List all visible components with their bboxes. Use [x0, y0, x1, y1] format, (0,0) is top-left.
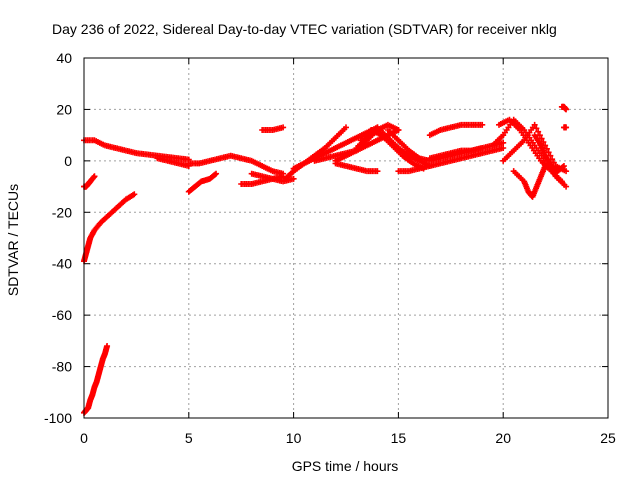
- series-arc-b: [81, 191, 138, 265]
- y-tick-label: -60: [52, 307, 72, 323]
- x-axis-label: GPS time / hours: [292, 458, 399, 474]
- series-arc-j: [259, 124, 287, 133]
- y-tick-label: 40: [56, 50, 72, 66]
- data-marks: [81, 103, 570, 416]
- data-point: [563, 168, 570, 175]
- x-tick-label: 0: [80, 430, 88, 446]
- data-point: [500, 139, 507, 146]
- series-arc-s: [395, 145, 507, 175]
- series-arc-a: [81, 173, 98, 190]
- y-tick-label: -40: [52, 256, 72, 272]
- series-arc-g: [185, 152, 287, 177]
- x-tick-label: 20: [495, 430, 511, 446]
- x-tick-label: 5: [185, 430, 193, 446]
- data-point: [531, 121, 538, 128]
- data-point: [559, 163, 566, 170]
- series-arc-ab: [560, 124, 570, 131]
- data-point: [290, 175, 297, 182]
- y-tick-label: -100: [44, 410, 72, 426]
- series-arc-d: [81, 137, 192, 163]
- chart-title: Day 236 of 2022, Sidereal Day-to-day VTE…: [52, 21, 557, 37]
- series-arc-y: [510, 163, 549, 200]
- data-point: [542, 163, 549, 169]
- axis-ticks: 0 5 10 15 20 25 -100 -80 -60 -40 -20 0 20 40: [44, 50, 616, 446]
- series-arc-w: [496, 116, 565, 185]
- series-arc-aa: [558, 103, 570, 113]
- data-point: [280, 124, 287, 131]
- y-tick-label: -20: [52, 204, 72, 220]
- data-point: [558, 178, 565, 185]
- data-point: [563, 124, 570, 131]
- series-arc-f: [185, 170, 220, 195]
- data-point: [131, 191, 138, 198]
- series-arc-t: [426, 121, 486, 139]
- data-point: [560, 163, 567, 169]
- series-arc-c: [81, 343, 111, 416]
- y-axis-label: SDTVAR / TECUs: [5, 184, 21, 296]
- data-point: [212, 171, 218, 178]
- data-point: [563, 183, 570, 190]
- x-tick-label: 25: [600, 430, 616, 446]
- y-tick-label: 20: [56, 101, 72, 117]
- data-point: [395, 127, 402, 133]
- plot-frame: [83, 57, 609, 419]
- series-arc-o: [332, 160, 381, 175]
- data-point: [533, 125, 540, 132]
- data-point: [91, 173, 98, 180]
- x-tick-label: 10: [286, 430, 302, 446]
- data-point: [563, 106, 570, 113]
- data-point: [479, 121, 486, 128]
- series-arc-k: [282, 124, 349, 182]
- grid-lines: [84, 58, 608, 418]
- data-point: [536, 132, 543, 139]
- data-point: [374, 168, 381, 175]
- data-point: [104, 343, 111, 349]
- data-point: [535, 128, 542, 135]
- y-tick-label: -80: [52, 359, 72, 375]
- y-tick-label: 0: [64, 153, 72, 169]
- data-point: [500, 145, 507, 151]
- series-arc-z: [531, 132, 567, 175]
- data-point: [343, 124, 349, 131]
- data-point: [547, 152, 554, 159]
- x-tick-label: 15: [391, 430, 407, 446]
- data-point: [213, 170, 220, 177]
